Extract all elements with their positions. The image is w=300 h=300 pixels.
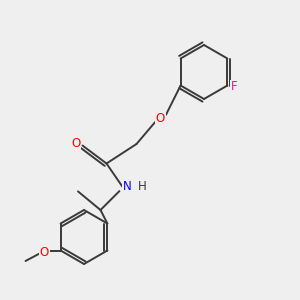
Text: O: O	[40, 245, 49, 259]
Text: F: F	[231, 80, 237, 94]
Text: O: O	[71, 136, 80, 150]
Text: H: H	[138, 180, 147, 194]
Text: N: N	[123, 180, 132, 194]
Text: O: O	[156, 112, 165, 125]
